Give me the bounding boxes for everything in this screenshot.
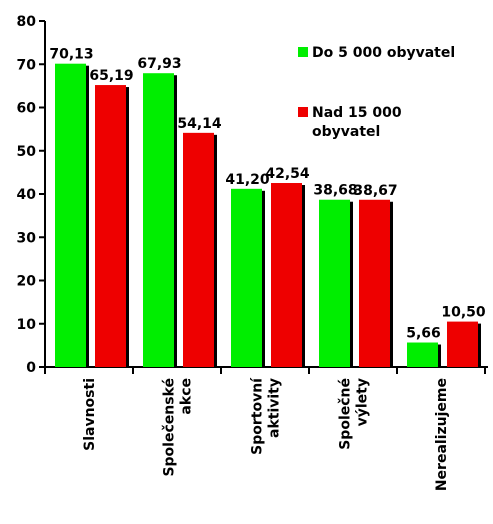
y-tick-label: 30	[17, 230, 37, 246]
y-tick-label: 60	[17, 101, 37, 117]
y-tick-label: 40	[17, 187, 37, 203]
data-label: 54,14	[177, 116, 222, 132]
bar	[271, 183, 302, 367]
y-tick-label: 80	[17, 14, 37, 30]
data-label: 65,19	[89, 68, 133, 84]
data-label: 70,13	[49, 47, 93, 63]
y-tick-label: 20	[17, 274, 37, 290]
y-tick-label: 50	[17, 144, 37, 160]
legend-label: obyvatel	[312, 124, 380, 140]
category-label: Sportovní	[250, 377, 266, 455]
data-label: 42,54	[265, 166, 310, 182]
bar	[447, 321, 478, 367]
y-tick-label: 70	[17, 57, 37, 73]
category-label: Slavnosti	[82, 378, 98, 451]
legend-label: Do 5 000 obyvatel	[312, 45, 455, 61]
category-label: výlety	[355, 378, 371, 426]
bar	[55, 63, 86, 368]
legend-label: Nad 15 000	[312, 105, 402, 121]
bar	[183, 132, 214, 367]
bar	[95, 85, 126, 367]
category-label: aktivity	[267, 378, 283, 438]
bar	[143, 73, 174, 367]
data-label: 67,93	[137, 56, 181, 72]
category-label: Společenské	[162, 378, 178, 477]
data-label: 38,68	[313, 183, 357, 199]
y-tick-label: 0	[26, 360, 36, 376]
bar	[407, 342, 438, 367]
category-label: akce	[179, 378, 195, 415]
category-label: Nerealizujeme	[434, 378, 450, 491]
legend-swatch	[298, 47, 308, 57]
bar	[359, 199, 390, 367]
bar	[319, 199, 350, 367]
legend-swatch	[298, 107, 308, 117]
data-label: 5,66	[406, 326, 441, 342]
category-label: Společné	[338, 378, 354, 450]
data-label: 38,67	[353, 183, 397, 199]
y-tick-label: 10	[17, 317, 37, 333]
data-label: 41,20	[225, 172, 270, 188]
data-label: 10,50	[441, 305, 486, 321]
bar	[231, 188, 262, 367]
